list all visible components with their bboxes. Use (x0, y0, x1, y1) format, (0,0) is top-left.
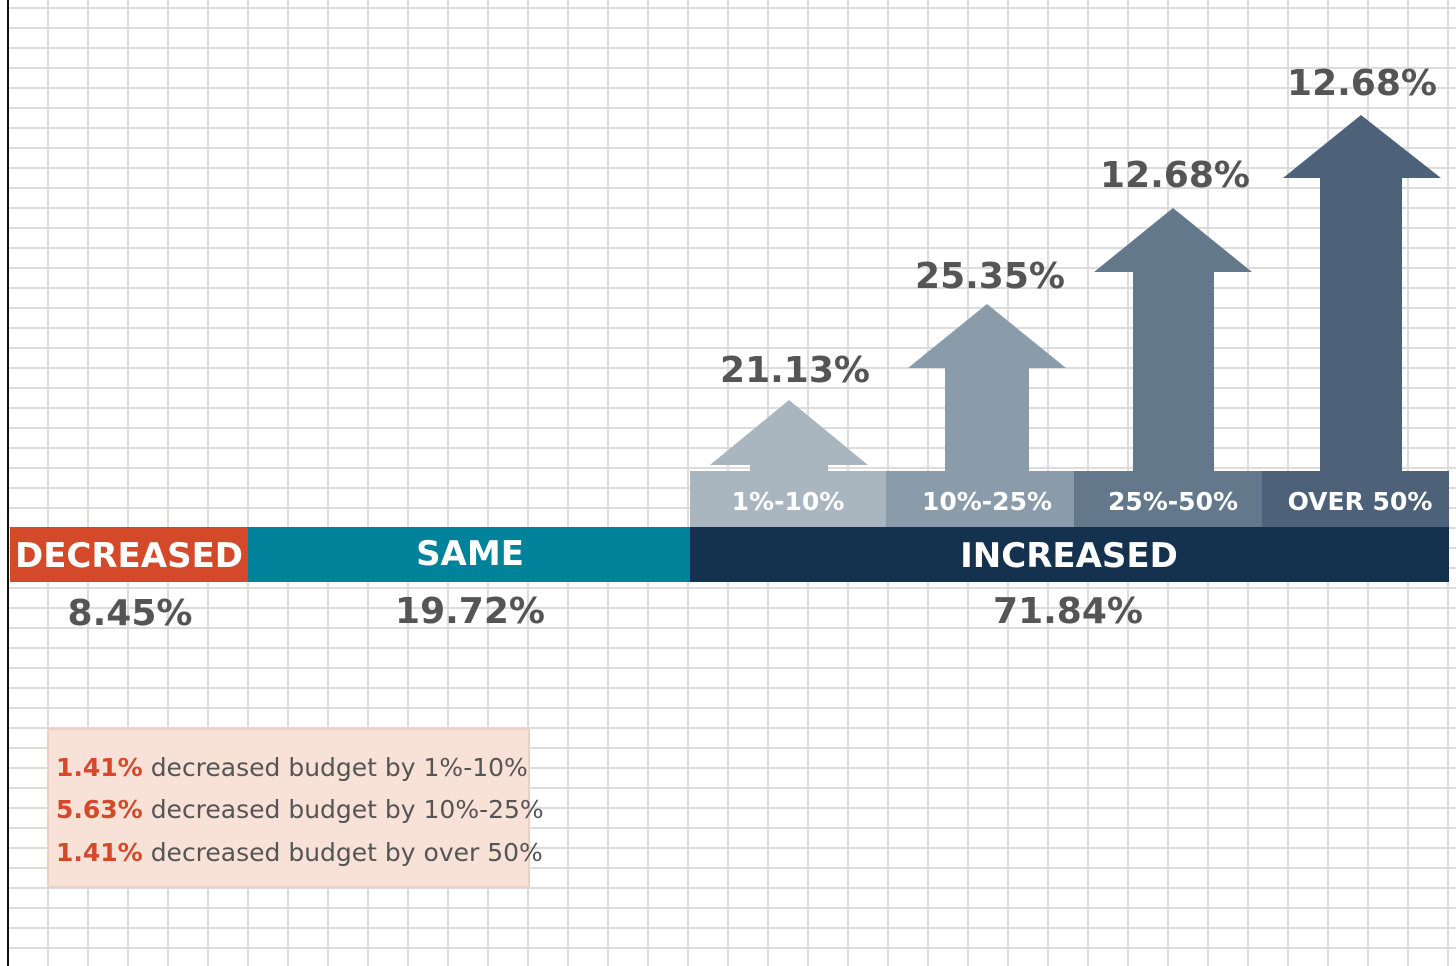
sub-label: 1%-10% (732, 487, 845, 516)
arrow (710, 400, 868, 471)
sub-value: 25.35% (915, 256, 1065, 297)
band-value: 71.84% (993, 591, 1143, 632)
sub-box (1074, 471, 1262, 527)
note-text: decreased budget by over 50% (151, 838, 543, 867)
band-label: SAME (416, 534, 524, 574)
arrows (710, 115, 1441, 471)
band-segment (248, 527, 690, 582)
sub-label: 25%-50% (1108, 487, 1238, 516)
sub-label: 10%-25% (922, 487, 1052, 516)
sub-box (1262, 471, 1449, 527)
note-text: decreased budget by 1%-10% (151, 753, 528, 782)
band-value: 8.45% (68, 593, 193, 634)
note: 5.63% decreased budget by 10%-25% (56, 795, 544, 824)
sub-label: OVER 50% (1288, 487, 1433, 516)
band-label: INCREASED (960, 536, 1178, 576)
note: 1.41% decreased budget by 1%-10% (56, 753, 528, 782)
note-value: 1.41% (56, 838, 143, 867)
note-text: decreased budget by 10%-25% (151, 795, 544, 824)
note-value: 1.41% (56, 753, 143, 782)
arrow (908, 304, 1066, 471)
sub-box (690, 471, 886, 527)
sub-value: 21.13% (720, 350, 870, 391)
notes-box (47, 728, 530, 888)
band-segment (690, 527, 1449, 582)
arrow (1283, 115, 1441, 471)
arrow (1094, 208, 1252, 471)
sub-value: 12.68% (1287, 63, 1437, 104)
note: 1.41% decreased budget by over 50% (56, 838, 543, 867)
grid (8, 0, 1456, 966)
note-value: 5.63% (56, 795, 143, 824)
sub-value: 12.68% (1100, 155, 1250, 196)
band-label: DECREASED (15, 536, 243, 576)
band-segment (10, 527, 248, 582)
sub-box (886, 471, 1074, 527)
band-value: 19.72% (395, 591, 545, 632)
